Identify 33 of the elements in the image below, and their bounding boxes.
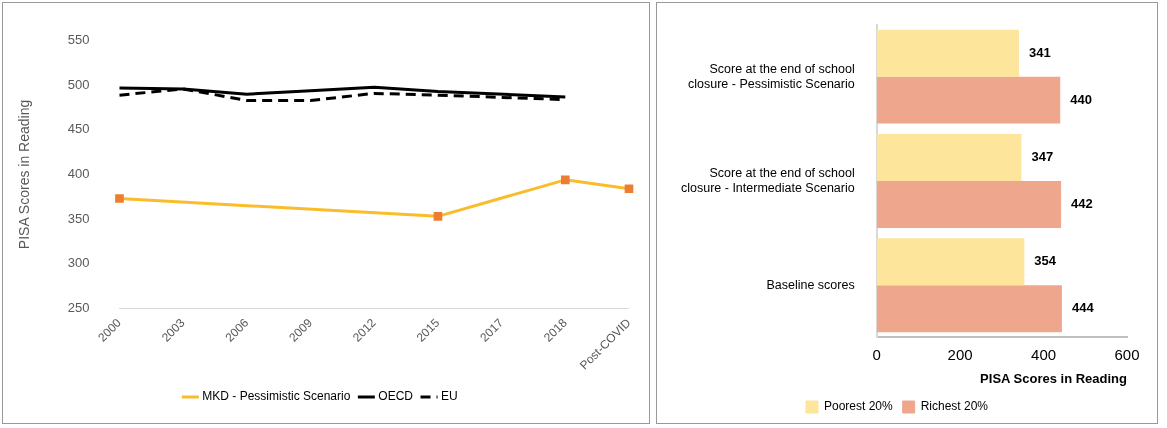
- y-tick-label: 350: [67, 210, 90, 226]
- x-axis-title: PISA Scores in Reading: [980, 370, 1128, 386]
- x-tick-label: 0: [872, 345, 881, 363]
- bar: [876, 285, 1062, 333]
- y-tick-label: Score at the end of school closure - Intermediate Scenario: [680, 165, 855, 195]
- data-label: 444: [1071, 300, 1095, 316]
- legend-label: Poorest 20%: [823, 399, 893, 414]
- y-tick-label: 250: [67, 299, 90, 315]
- y-tick-label: 300: [67, 255, 90, 271]
- bar: [876, 134, 1022, 181]
- y-tick-label: Score at the end of school closure - Pessimistic Scenario: [687, 61, 855, 91]
- legend-label: EU: [441, 389, 458, 404]
- data-label: 354: [1034, 253, 1057, 269]
- legend-label: OECD: [378, 389, 414, 404]
- bar: [876, 180, 1062, 228]
- y-tick-label: 450: [67, 121, 90, 137]
- bar: [876, 76, 1061, 124]
- data-label: 440: [1070, 91, 1092, 107]
- data-label: 341: [1028, 44, 1051, 60]
- x-tick-label: 600: [1114, 345, 1140, 363]
- legend-label: Richest 20%: [920, 399, 989, 414]
- bar: [876, 238, 1025, 286]
- x-tick-label: 400: [1031, 345, 1057, 363]
- data-label: 442: [1071, 196, 1093, 211]
- data-label: 347: [1031, 149, 1054, 165]
- y-tick-label: Baseline scores: [766, 277, 855, 292]
- y-tick-label: 500: [67, 76, 90, 92]
- y-axis-title: PISA Scores in Reading: [16, 99, 33, 250]
- bar: [876, 29, 1019, 77]
- x-tick-label: 200: [947, 345, 973, 363]
- y-tick-label: 400: [67, 166, 90, 182]
- y-tick-label: 550: [67, 32, 90, 48]
- legend-label: MKD - Pessimistic Scenario: [202, 389, 351, 404]
